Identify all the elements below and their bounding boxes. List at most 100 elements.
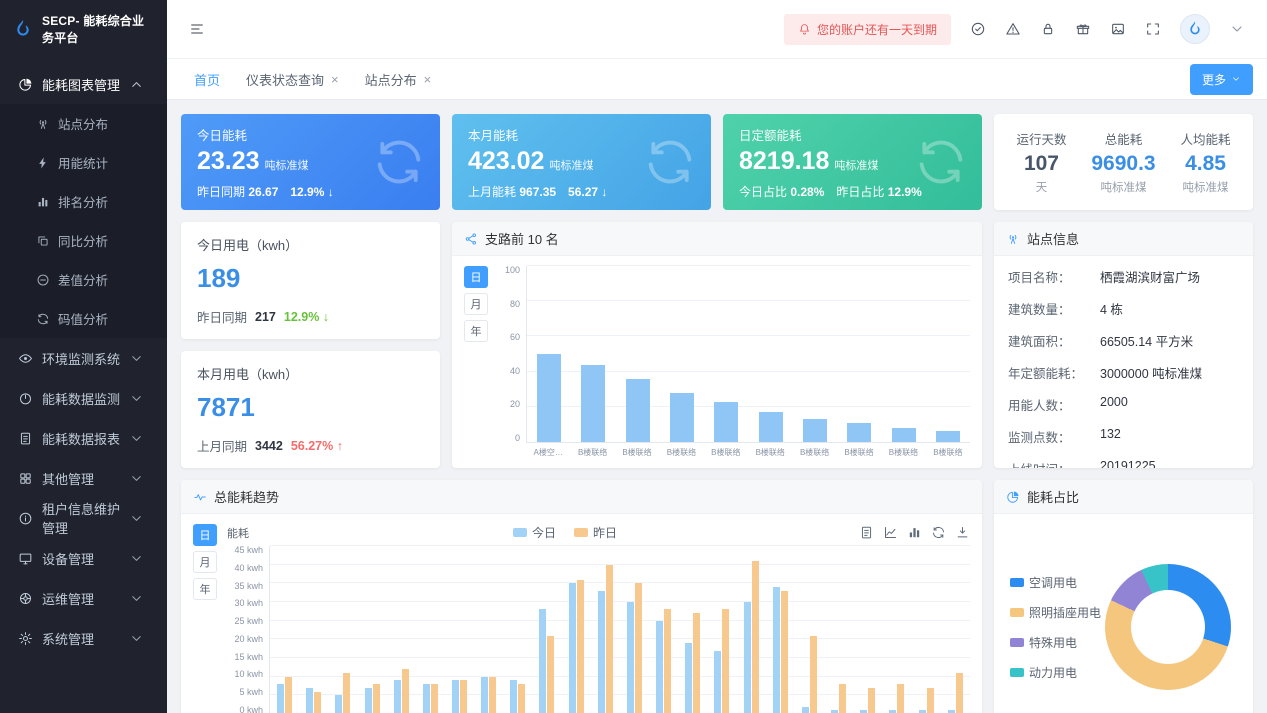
- bar-group[interactable]: [714, 266, 739, 442]
- legend-item[interactable]: 昨日: [574, 524, 617, 541]
- collapse-menu-icon[interactable]: [189, 21, 205, 37]
- bar-group[interactable]: [831, 546, 847, 713]
- site-info-panel: 站点信息 项目名称： 栖霞湖滨财富广场 建筑数量： 4 栋 建筑面积： 66505.1…: [994, 222, 1253, 468]
- sidebar-item-6[interactable]: 设备管理: [0, 538, 167, 578]
- sidebar-subitem-0-0[interactable]: 站点分布: [0, 104, 167, 143]
- close-tab-icon[interactable]: ×: [423, 71, 432, 87]
- gift-icon[interactable]: [1075, 21, 1091, 37]
- bar-group[interactable]: [626, 546, 642, 713]
- bar-group[interactable]: [277, 546, 293, 713]
- legend-item[interactable]: 特殊用电: [1010, 634, 1101, 651]
- sidebar-subitem-0-4[interactable]: 差值分析: [0, 260, 167, 299]
- share-icon: [464, 232, 478, 246]
- bar-group[interactable]: [889, 546, 905, 713]
- branch-panel-body: 日月年 100 80 60 40 20 0 A楼空… B楼联络 B楼联络 B楼联络 B楼联络 B楼联络…: [452, 256, 982, 468]
- bar-group[interactable]: [891, 266, 916, 442]
- bar-group[interactable]: [335, 546, 351, 713]
- toggle-1[interactable]: 月: [193, 551, 217, 573]
- bar-group[interactable]: [568, 546, 584, 713]
- sidebar-item-4[interactable]: 其他管理: [0, 458, 167, 498]
- sidebar-item-0[interactable]: 能耗图表管理: [0, 64, 167, 104]
- sidebar-item-label: 能耗数据监测: [42, 391, 121, 407]
- branch-panel-title: 支路前 10 名: [485, 232, 559, 247]
- user-menu-chevron-icon[interactable]: [1229, 21, 1245, 37]
- helm-icon: [18, 591, 33, 606]
- sidebar-subitem-0-3[interactable]: 同比分析: [0, 221, 167, 260]
- legend-item[interactable]: 空调用电: [1010, 574, 1101, 591]
- bar-group[interactable]: [685, 546, 701, 713]
- toggle-1[interactable]: 月: [464, 293, 488, 315]
- bar-group[interactable]: [935, 266, 960, 442]
- bar-group[interactable]: [537, 266, 562, 442]
- close-tab-icon[interactable]: ×: [331, 71, 339, 87]
- toggle-0[interactable]: 日: [464, 266, 488, 288]
- stat-card-footer: 上月能耗 967.35 56.27 ↓: [468, 184, 608, 200]
- grid-line: [527, 265, 970, 266]
- doc-icon[interactable]: [859, 525, 874, 540]
- sidebar-subitem-0-1[interactable]: 用能统计: [0, 143, 167, 182]
- bar-group[interactable]: [306, 546, 322, 713]
- bar-group[interactable]: [625, 266, 650, 442]
- bar-group[interactable]: [847, 266, 872, 442]
- warning-icon[interactable]: [1005, 21, 1021, 37]
- sidebar-item-5[interactable]: 租户信息维护管理: [0, 498, 167, 538]
- bar-group[interactable]: [510, 546, 526, 713]
- sidebar-subitem-0-5[interactable]: 码值分析: [0, 299, 167, 338]
- image-icon[interactable]: [1110, 21, 1126, 37]
- bar-group[interactable]: [597, 546, 613, 713]
- loop-icon: [36, 312, 50, 326]
- y-tick-label: 100: [504, 265, 520, 275]
- summary-stat: 人均能耗 4.85 吨标准煤: [1180, 133, 1231, 194]
- bar-group[interactable]: [743, 546, 759, 713]
- bar-group[interactable]: [422, 546, 438, 713]
- sidebar-item-2[interactable]: 能耗数据监测: [0, 378, 167, 418]
- legend-item[interactable]: 动力用电: [1010, 664, 1101, 681]
- sidebar-item-1[interactable]: 环境监测系统: [0, 338, 167, 378]
- avatar[interactable]: [1180, 14, 1210, 44]
- bar-group[interactable]: [539, 546, 555, 713]
- x-tick-label: B楼联络: [888, 448, 919, 457]
- sidebar-item-label: 环境监测系统: [42, 351, 121, 367]
- bar-group[interactable]: [860, 546, 876, 713]
- bar-group[interactable]: [481, 546, 497, 713]
- sidebar-item-3[interactable]: 能耗数据报表: [0, 418, 167, 458]
- loop-icon[interactable]: [931, 525, 946, 540]
- expand-icon[interactable]: [1145, 21, 1161, 37]
- bar-group[interactable]: [802, 266, 827, 442]
- bar-group[interactable]: [758, 266, 783, 442]
- sidebar-subitem-0-2[interactable]: 排名分析: [0, 182, 167, 221]
- bar-group[interactable]: [393, 546, 409, 713]
- bar-group[interactable]: [918, 546, 934, 713]
- bar-group[interactable]: [656, 546, 672, 713]
- summary-stat: 运行天数 107 天: [1016, 133, 1067, 194]
- check-circle-icon[interactable]: [970, 21, 986, 37]
- bar-group[interactable]: [452, 546, 468, 713]
- legend-item[interactable]: 今日: [512, 524, 556, 541]
- toggle-2[interactable]: 年: [464, 320, 488, 342]
- account-expiry-alert[interactable]: 您的账户还有一天到期: [783, 13, 951, 45]
- bar-group[interactable]: [947, 546, 963, 713]
- flame-logo-icon: [12, 18, 34, 40]
- toggle-2[interactable]: 年: [193, 578, 217, 600]
- bar-group[interactable]: [714, 546, 730, 713]
- sidebar-item-8[interactable]: 系统管理: [0, 618, 167, 658]
- period-toggle-group: 日月年: [193, 524, 217, 713]
- stat-card-unit: 吨标准煤: [834, 160, 879, 172]
- branch-panel-header: 支路前 10 名: [452, 222, 982, 256]
- legend-item[interactable]: 照明插座用电: [1010, 604, 1101, 621]
- bar-group[interactable]: [772, 546, 788, 713]
- bar-group[interactable]: [364, 546, 380, 713]
- toggle-0[interactable]: 日: [193, 524, 217, 546]
- lock-icon[interactable]: [1040, 21, 1056, 37]
- sidebar-item-7[interactable]: 运维管理: [0, 578, 167, 618]
- bar-group[interactable]: [581, 266, 606, 442]
- bars-icon[interactable]: [907, 525, 922, 540]
- download-icon[interactable]: [955, 525, 970, 540]
- tab-2[interactable]: 站点分布 ×: [352, 64, 445, 95]
- more-button[interactable]: 更多: [1189, 63, 1253, 95]
- tab-0[interactable]: 首页: [181, 64, 233, 95]
- linechart-icon[interactable]: [883, 525, 898, 540]
- tab-1[interactable]: 仪表状态查询 ×: [233, 64, 352, 95]
- bar-group[interactable]: [670, 266, 695, 442]
- bar-group[interactable]: [801, 546, 817, 713]
